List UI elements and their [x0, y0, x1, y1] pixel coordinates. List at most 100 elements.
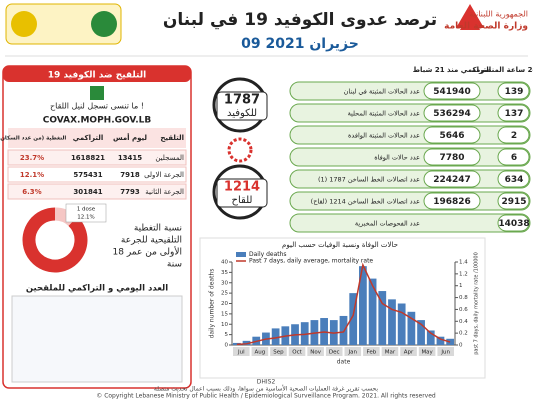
month-band: [251, 347, 269, 356]
table-cell: 23.7%: [20, 154, 44, 162]
coverage-note: سنة: [167, 260, 182, 270]
x-tick-label: Apr: [404, 350, 414, 356]
y-tick-label: 25: [221, 291, 228, 297]
death-bar: [368, 278, 377, 345]
stat-cell: [423, 192, 481, 210]
cedar-logo: [456, 4, 484, 30]
stat-24h: 137: [505, 109, 524, 119]
y2-tick-label: 0.8: [459, 295, 468, 301]
legend-label: Past 7 days, daily average, mortality ra…: [249, 258, 373, 265]
title: ترصد عدوى الكوفيد 19 في لبنان: [163, 10, 437, 30]
x-tick-label: Feb: [367, 350, 377, 356]
stat-label: عدد اتصالات الخط الساخن 1787 (1): [318, 176, 420, 184]
table-row-bg: [7, 166, 187, 183]
stat-cell: [497, 82, 530, 100]
death-bar: [349, 293, 358, 345]
stat-cumulative: 224247: [433, 175, 471, 185]
table-cell: 6.3%: [22, 188, 41, 196]
month-band: [233, 347, 250, 356]
hotline-number: 1214: [224, 180, 260, 195]
donut-label-box: [65, 203, 107, 223]
col-header: التراكمي منذ 21 شباط: [413, 66, 491, 74]
month-band: [363, 347, 380, 356]
table-header: ليوم أمس: [113, 133, 147, 142]
mortality-line: [236, 262, 451, 346]
table-cell: 7793: [120, 188, 140, 196]
donut-label: 1 dose: [77, 207, 96, 213]
death-bar: [417, 320, 425, 345]
y2-axis-label: past 7 days, daily mortality rate /10000…: [474, 252, 480, 355]
y2-tick-label: 1.4: [459, 260, 468, 266]
donut-value: 12.1%: [77, 215, 94, 221]
coverage-note: نسبة التغطية: [134, 224, 182, 234]
stat-cell: [423, 170, 481, 188]
table-header-bg: [8, 128, 186, 148]
y2-tick-label: 0.2: [459, 331, 468, 337]
month-band: [270, 347, 287, 356]
vaccine-logo: [90, 86, 104, 100]
hotline-number: 1787: [224, 93, 260, 108]
table-cell: 1618821: [71, 154, 105, 162]
stat-cell: [423, 126, 481, 144]
ministry: وزارة الصحة العامة: [444, 22, 528, 32]
stat-24h: 2: [511, 131, 517, 141]
stat-cell: [497, 170, 530, 188]
x-tick-label: Aug: [255, 350, 266, 356]
stat-cell: [497, 214, 530, 232]
month-band: [288, 347, 306, 356]
date: 09 حزيران 2021: [241, 36, 359, 52]
x-tick-label: Sep: [273, 350, 284, 356]
death-bar: [426, 330, 435, 345]
x-tick-label: Nov: [310, 350, 321, 356]
y-tick-label: 10: [221, 322, 228, 328]
daily-vaccination-chart: [11, 295, 183, 383]
stat-24h: 2915: [501, 197, 526, 207]
x-tick-label: Dec: [329, 350, 340, 356]
y-tick-label: 35: [221, 270, 228, 276]
reminder: ما تنسى تسجل لنيل اللقاح !: [50, 102, 144, 111]
death-bar: [242, 340, 251, 345]
table-row-bg: [7, 149, 187, 166]
table-header: التلقيح: [160, 134, 184, 142]
death-bar: [359, 266, 367, 345]
y2-tick-label: 1: [459, 283, 463, 289]
stat-label: عدد الحالات المثبتة في لبنان: [344, 88, 420, 96]
coverage-note: التلقيحية للجرعة: [121, 236, 182, 246]
y-tick-label: 15: [221, 311, 228, 317]
table-cell: 575431: [73, 171, 102, 179]
stat-cumulative: 7780: [439, 153, 464, 163]
daily-chart-title: العدد اليومي و التراكمي للملقحين: [26, 284, 168, 294]
month-band: [437, 347, 454, 356]
hotline-box: [216, 178, 268, 208]
death-bar: [407, 311, 416, 345]
table-header: التراكمي: [73, 134, 104, 142]
stat-24h: 6: [511, 153, 517, 163]
footer-note: بحسب تقرير غرفة العمليات الصحية الأساسية…: [154, 385, 379, 393]
death-bar: [397, 303, 406, 345]
death-bar: [388, 299, 396, 345]
death-bar: [436, 336, 445, 345]
stat-cell: [497, 192, 530, 210]
vaccine-title-bar: [3, 66, 191, 82]
month-band: [325, 347, 343, 356]
month-band: [381, 347, 399, 356]
stat-cell: [423, 104, 481, 122]
hotline-label: للكوفيد: [227, 108, 257, 119]
stat-cell: [497, 104, 530, 122]
x-tick-label: Jul: [237, 350, 245, 356]
stat-cell: [423, 82, 481, 100]
hotline-box: [216, 91, 268, 121]
partner-logo: [5, 3, 122, 45]
stat-cumulative: 196826: [433, 197, 471, 207]
stat-24h: 14038: [498, 219, 529, 229]
table-cell: الجرعة الاولى: [144, 171, 184, 179]
y2-tick-label: 1.2: [459, 271, 468, 277]
stat-cell: [423, 148, 481, 166]
stat-cumulative: 541940: [433, 87, 471, 97]
legend-label: Daily deaths: [249, 251, 287, 258]
source: DHIS2: [257, 379, 276, 386]
table-cell: 301841: [73, 188, 102, 196]
y2-tick-label: 0.6: [459, 307, 468, 313]
table-cell: 12.1%: [20, 171, 44, 179]
